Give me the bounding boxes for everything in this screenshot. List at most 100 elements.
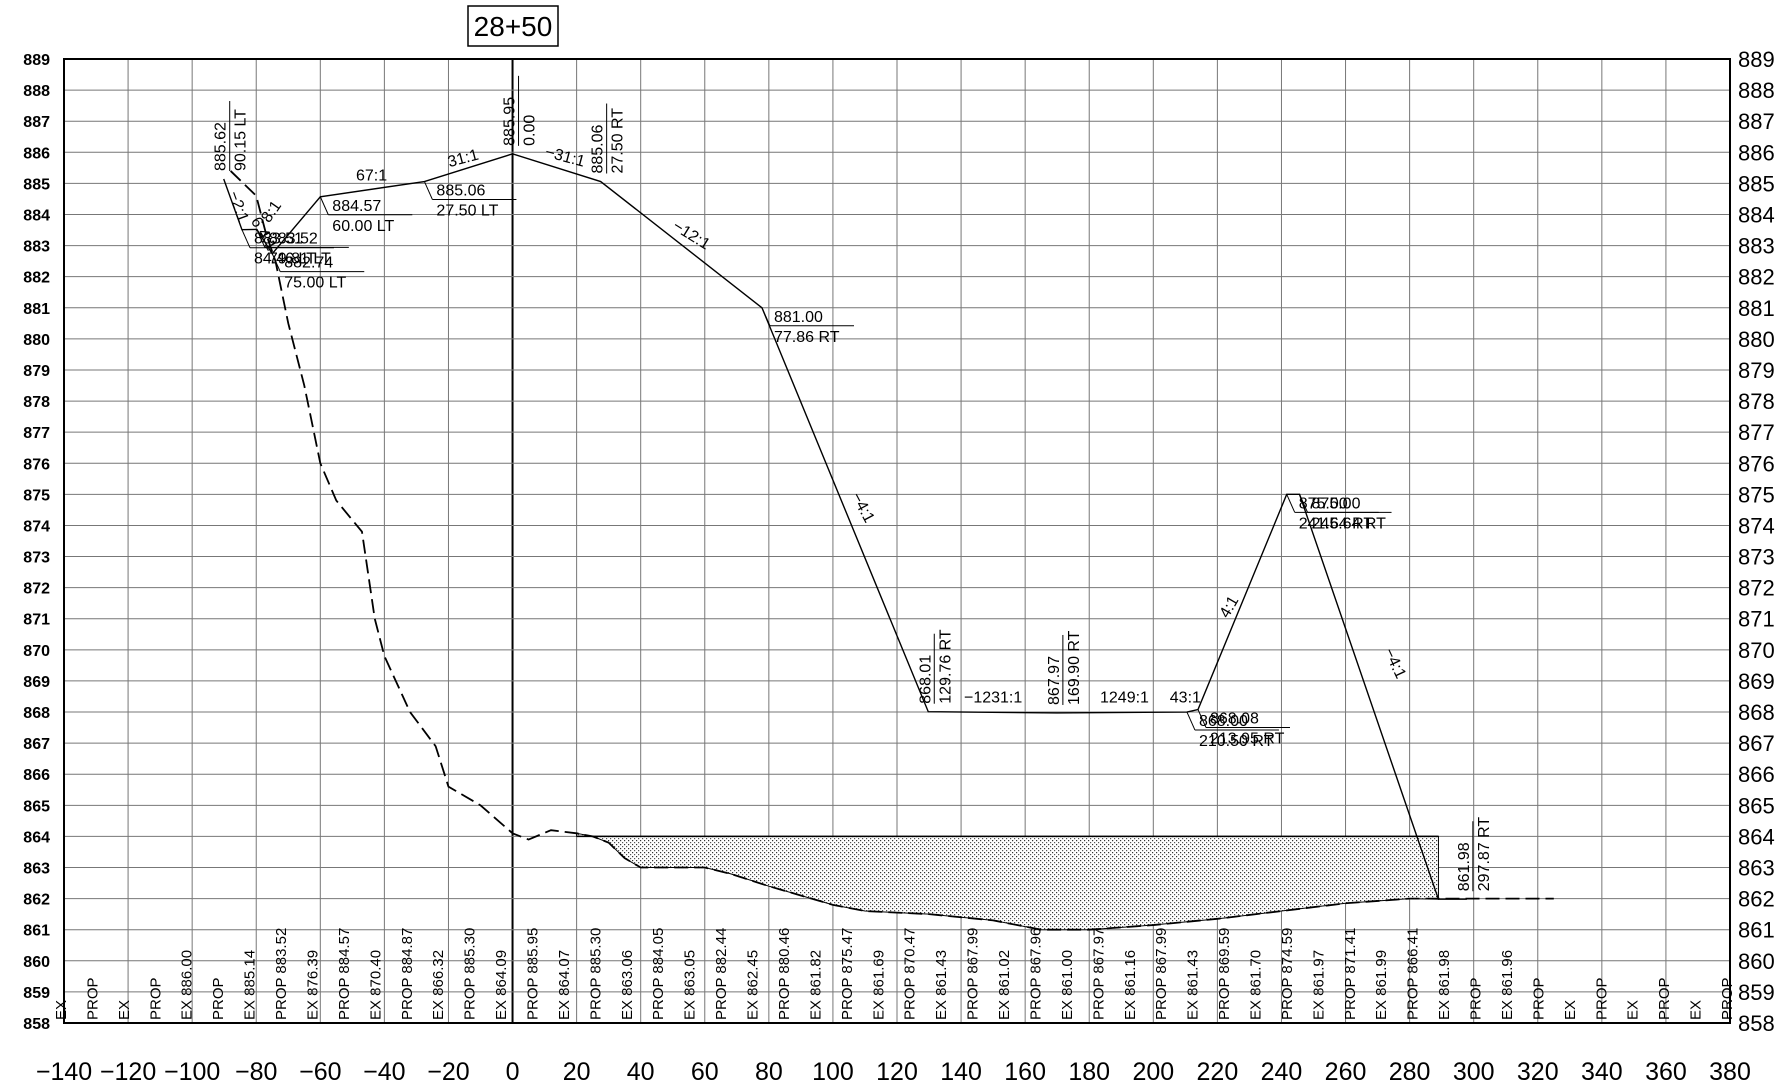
callout-elevation: 885.95 xyxy=(502,97,519,146)
callout-offset: 77.86 RT xyxy=(774,329,840,346)
x-tick-label: 80 xyxy=(755,1058,783,1086)
callout-leader xyxy=(319,196,329,215)
callout-leader xyxy=(1186,711,1196,731)
offset-callout: 883.51 84.46 LT xyxy=(241,229,334,268)
offset-callout: 861.98 297.87 RT xyxy=(1456,817,1493,892)
y-tick-label-left: 867 xyxy=(23,736,50,753)
y-tick-label-left: 875 xyxy=(23,487,50,504)
slope-label: −31:1 xyxy=(543,144,587,171)
x-tick-label: 280 xyxy=(1389,1058,1431,1086)
elevation-row-label: PROP 880.46 xyxy=(776,928,793,1020)
y-tick-label-left: 870 xyxy=(23,643,50,660)
y-tick-label-right: 867 xyxy=(1738,731,1775,756)
elevation-row-label: PROP 882.44 xyxy=(713,928,730,1020)
callout-rotated: 885.62 90.15 LT xyxy=(213,101,250,172)
callout-elevation: 881.00 xyxy=(774,309,823,326)
elevation-row-label: PROP 884.87 xyxy=(399,928,416,1020)
x-tick-label: 240 xyxy=(1261,1058,1303,1086)
y-tick-label-right: 877 xyxy=(1738,420,1775,445)
station-label: 28+50 xyxy=(474,11,553,42)
y-tick-label-right: 883 xyxy=(1738,234,1775,259)
y-tick-label-left: 889 xyxy=(23,52,50,69)
callout-leader xyxy=(1286,494,1296,513)
x-tick-label: 260 xyxy=(1325,1058,1367,1086)
y-tick-label-right: 873 xyxy=(1738,545,1775,570)
slope-label: −2:1 xyxy=(225,189,252,225)
elevation-row-label: PROP 884.05 xyxy=(650,928,667,1020)
slope-label: 67:1 xyxy=(356,167,387,184)
callout-offset: 129.76 RT xyxy=(937,629,954,704)
y-tick-label-right: 885 xyxy=(1738,171,1775,196)
x-tick-label: −80 xyxy=(235,1058,277,1086)
y-tick-label-right: 882 xyxy=(1738,265,1775,290)
elevation-row-label: EX 866.32 xyxy=(430,950,447,1020)
elevation-row-label: EX xyxy=(1625,1000,1642,1020)
y-tick-label-left: 871 xyxy=(23,612,50,629)
y-tick-label-left: 861 xyxy=(23,923,50,940)
elevation-row-label: EX 863.06 xyxy=(619,950,636,1020)
y-tick-label-left: 880 xyxy=(23,332,50,349)
y-tick-label-left: 877 xyxy=(23,425,50,442)
callout-offset: 79.81 LT xyxy=(269,250,331,267)
callout-offset: 60.00 LT xyxy=(332,218,394,235)
y-tick-label-left: 862 xyxy=(23,892,50,909)
elevation-row-label: EX xyxy=(1688,1000,1705,1020)
y-tick-label-left: 879 xyxy=(23,363,50,380)
y-tick-label-right: 865 xyxy=(1738,793,1775,818)
offset-callout: 868.00 210.50 RT xyxy=(1186,711,1279,750)
callout-rotated: 868.01 129.76 RT xyxy=(917,629,954,704)
offset-callout: 882.74 75.00 LT xyxy=(271,253,365,292)
x-tick-label: −20 xyxy=(427,1058,469,1086)
callout-elevation: 867.97 xyxy=(1046,656,1063,705)
y-tick-label-right: 868 xyxy=(1738,700,1775,725)
elevation-row-label: EX 862.45 xyxy=(745,950,762,1020)
elevation-row-label: EX 861.96 xyxy=(1499,950,1516,1020)
station-box: 28+50 xyxy=(467,5,559,47)
y-tick-label-left: 884 xyxy=(23,207,50,224)
callout-elevation: 875.00 xyxy=(1299,495,1348,512)
x-tick-label: −120 xyxy=(100,1058,156,1086)
proposed-profile-line xyxy=(223,153,1467,900)
y-tick-label-right: 862 xyxy=(1738,887,1775,912)
x-tick-label: 220 xyxy=(1197,1058,1239,1086)
y-tick-label-left: 864 xyxy=(23,829,50,846)
callout-elevation: 884.57 xyxy=(332,198,381,215)
y-tick-label-left: 873 xyxy=(23,550,50,567)
y-tick-label-right: 860 xyxy=(1738,949,1775,974)
y-tick-label-right: 861 xyxy=(1738,918,1775,943)
elevation-row-label: EX 885.14 xyxy=(242,950,259,1020)
elevation-row-label: PROP 869.59 xyxy=(1216,928,1233,1020)
y-tick-label-right: 874 xyxy=(1738,513,1775,538)
elevation-row-label: EX 863.05 xyxy=(682,950,699,1020)
y-tick-label-right: 879 xyxy=(1738,358,1775,383)
callout-leader xyxy=(1197,709,1207,728)
x-tick-label: 340 xyxy=(1581,1058,1623,1086)
callout-elevation: 861.98 xyxy=(1456,842,1473,891)
grid-border xyxy=(63,58,1731,1024)
annotations: 885.62 90.15 LT 884.57 60.00 LT 883.52 79.81 … xyxy=(213,75,1493,892)
elevation-row-label: EX 861.97 xyxy=(1310,950,1327,1020)
slope-label: 1249:1 xyxy=(1100,690,1149,707)
y-tick-label-right: 870 xyxy=(1738,638,1775,663)
x-tick-label: 360 xyxy=(1645,1058,1687,1086)
y-tick-label-right: 866 xyxy=(1738,762,1775,787)
cut-fill-area xyxy=(576,832,1439,931)
y-tick-label-left: 859 xyxy=(23,985,50,1002)
x-tick-label: −100 xyxy=(164,1058,220,1086)
y-tick-label-left: 886 xyxy=(23,145,50,162)
elevation-row-label: EX 861.43 xyxy=(933,950,950,1020)
x-tick-label: 0 xyxy=(506,1058,520,1086)
y-tick-label-right: 887 xyxy=(1738,109,1775,134)
offset-callout: 885.06 27.50 RT xyxy=(590,103,627,174)
callout-offset: 75.00 LT xyxy=(284,275,346,292)
callout-elevation: 883.51 xyxy=(254,231,303,248)
elevation-row-label: EX 861.98 xyxy=(1436,950,1453,1020)
elevation-row-label: EX 861.43 xyxy=(1185,950,1202,1020)
y-tick-label-right: 880 xyxy=(1738,327,1775,352)
cut-fill-hatch xyxy=(576,832,1439,931)
elevation-row-label: PROP 883.52 xyxy=(273,928,290,1020)
callout-offset: 169.90 RT xyxy=(1066,630,1083,705)
x-tick-label: 180 xyxy=(1068,1058,1110,1086)
callout-offset: 84.46 LT xyxy=(254,251,316,268)
